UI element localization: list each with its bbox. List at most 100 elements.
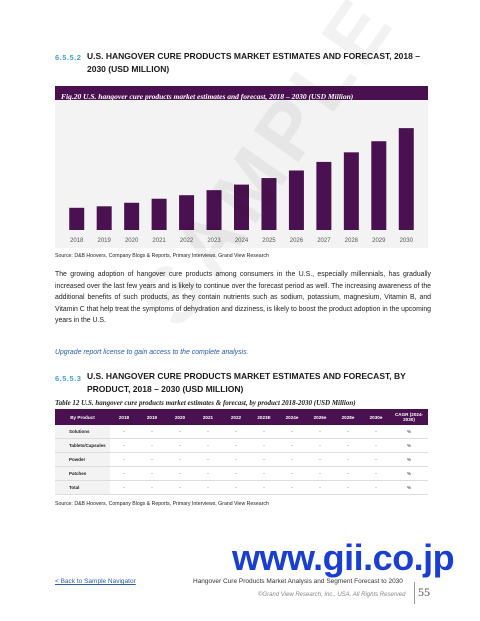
table-header-cell: 2026e xyxy=(306,409,334,425)
table-cell: - xyxy=(278,425,306,439)
table-cell: % xyxy=(390,466,428,481)
bar-chart: 2018 2019 2020 2021 2022 2023 2024 2025 2026 2027… xyxy=(55,100,428,248)
table-cell: - xyxy=(194,466,222,481)
x-tick-label: 2020 xyxy=(125,238,139,244)
figure-caption-banner: Fig.20 U.S. hangover cure products marke… xyxy=(55,86,428,101)
data-table: By Product 2018 2019 2020 2021 2022 2023E 2024e… xyxy=(55,409,428,495)
table-cell: - xyxy=(362,452,390,467)
table-header-cell: 2021 xyxy=(194,409,222,425)
x-tick-label: 2018 xyxy=(70,238,84,244)
footer-copyright: ©Grand View Research, Inc., USA. All Rig… xyxy=(258,592,406,598)
section-title-2: U.S. HANGOVER CURE PRODUCTS MARKET ESTIM… xyxy=(87,371,406,394)
table-cell: - xyxy=(166,452,194,467)
table-cell: - xyxy=(222,438,250,453)
bar-2021 xyxy=(151,198,167,230)
table-row-label: Total xyxy=(55,480,110,495)
table-cell: - xyxy=(278,452,306,467)
bar-2022 xyxy=(179,195,195,230)
x-tick-label: 2022 xyxy=(180,238,194,244)
table-header-cell: 2024e xyxy=(278,409,306,425)
table-cell: - xyxy=(250,466,278,481)
table-cell: - xyxy=(194,438,222,453)
table-cell: - xyxy=(306,452,334,467)
table-cell: % xyxy=(390,452,428,467)
table-cell: - xyxy=(250,438,278,453)
table-row: Patches - - - - - - - - - -% xyxy=(55,466,428,481)
table-cell: - xyxy=(138,452,166,467)
section-number: 6.5.5.2 xyxy=(55,53,82,62)
table-header-cell: 2030e xyxy=(362,409,390,425)
table-row-label: Tablets/Capsules xyxy=(55,438,110,453)
table-cell: - xyxy=(334,425,362,439)
bar-2023 xyxy=(206,190,222,230)
table-row: Tablets/Capsules - - - - - - - - - -% xyxy=(55,438,428,453)
table-cell: - xyxy=(110,452,138,467)
table-cell: % xyxy=(390,480,428,495)
table-cell: - xyxy=(194,425,222,439)
table-header-row: By Product 2018 2019 2020 2021 2022 2023E 2024e… xyxy=(55,409,428,425)
table-cell: - xyxy=(362,480,390,495)
table-cell: - xyxy=(138,425,166,439)
section-title: U.S. HANGOVER CURE PRODUCTS MARKET ESTIM… xyxy=(87,51,420,74)
footer-report-title: Hangover Cure Products Market Analysis a… xyxy=(193,578,403,585)
table-cell: - xyxy=(166,480,194,495)
body-paragraph: The growing adoption of hangover cure pr… xyxy=(55,271,431,325)
bar-2020 xyxy=(124,202,140,230)
table-cell: - xyxy=(306,466,334,481)
bar-2026 xyxy=(288,170,304,230)
table-cell: - xyxy=(250,452,278,467)
table-cell: - xyxy=(334,452,362,467)
table-cell: - xyxy=(166,425,194,439)
upgrade-link[interactable]: Upgrade report license to gain access to… xyxy=(55,349,249,356)
table-caption: Table 12 U.S. hangover cure products mar… xyxy=(55,399,356,407)
figure-caption: Fig.20 U.S. hangover cure products marke… xyxy=(61,92,354,101)
table-cell: - xyxy=(278,480,306,495)
table-cell: - xyxy=(222,425,250,439)
table-header-cell: 2023E xyxy=(250,409,278,425)
bar-2029 xyxy=(371,141,387,230)
table-cell: - xyxy=(110,480,138,495)
table-cell: - xyxy=(222,466,250,481)
table-cell: - xyxy=(334,438,362,453)
bar-2028 xyxy=(343,152,359,230)
x-tick-label: 2026 xyxy=(290,238,304,244)
bar-2018 xyxy=(69,207,85,230)
x-tick-label: 2021 xyxy=(152,238,166,244)
table-cell: - xyxy=(110,466,138,481)
bar-chart-svg: 2018 2019 2020 2021 2022 2023 2024 2025 2026 2027… xyxy=(69,128,414,244)
x-tick-label: 2025 xyxy=(262,238,276,244)
table-cell: - xyxy=(362,466,390,481)
table-row-label: Powder xyxy=(55,452,110,467)
table-cell: - xyxy=(138,466,166,481)
bar-2019 xyxy=(96,206,112,230)
table-row: Powder - - - - - - - - - -% xyxy=(55,452,428,467)
back-to-navigator-link[interactable]: < Back to Sample Navigator xyxy=(55,578,136,585)
table-cell: - xyxy=(110,425,138,439)
table-cell: - xyxy=(194,452,222,467)
x-tick-label: 2027 xyxy=(317,238,331,244)
table-cell: - xyxy=(250,425,278,439)
table-cell: % xyxy=(390,438,428,453)
x-tick-label: 2023 xyxy=(207,238,221,244)
x-tick-label: 2030 xyxy=(400,238,414,244)
x-tick-label: 2024 xyxy=(235,238,249,244)
table-header-cell: CAGR (2024-2030) xyxy=(390,409,428,425)
table-cell: - xyxy=(334,466,362,481)
figure-source: Source: D&B Hoovers, Company Blogs & Rep… xyxy=(55,253,269,259)
section-number-2: 6.5.5.3 xyxy=(55,374,82,383)
table-cell: - xyxy=(138,438,166,453)
table-cell: - xyxy=(306,425,334,439)
table-header-cell: 2022 xyxy=(222,409,250,425)
table-source: Source: D&B Hoovers, Company Blogs & Rep… xyxy=(55,501,269,507)
table-cell: - xyxy=(222,452,250,467)
page-number-divider xyxy=(414,582,415,604)
page-number: 55 xyxy=(418,585,430,599)
table-cell: % xyxy=(390,425,428,439)
table-cell: - xyxy=(194,480,222,495)
table-cell: - xyxy=(250,480,278,495)
table-row: Solutions - - - - - - - - - -% xyxy=(55,425,428,439)
table-cell: - xyxy=(334,480,362,495)
x-tick-label: 2019 xyxy=(98,238,112,244)
table-header-cell: By Product xyxy=(55,409,110,425)
table-header-cell: 2020 xyxy=(166,409,194,425)
